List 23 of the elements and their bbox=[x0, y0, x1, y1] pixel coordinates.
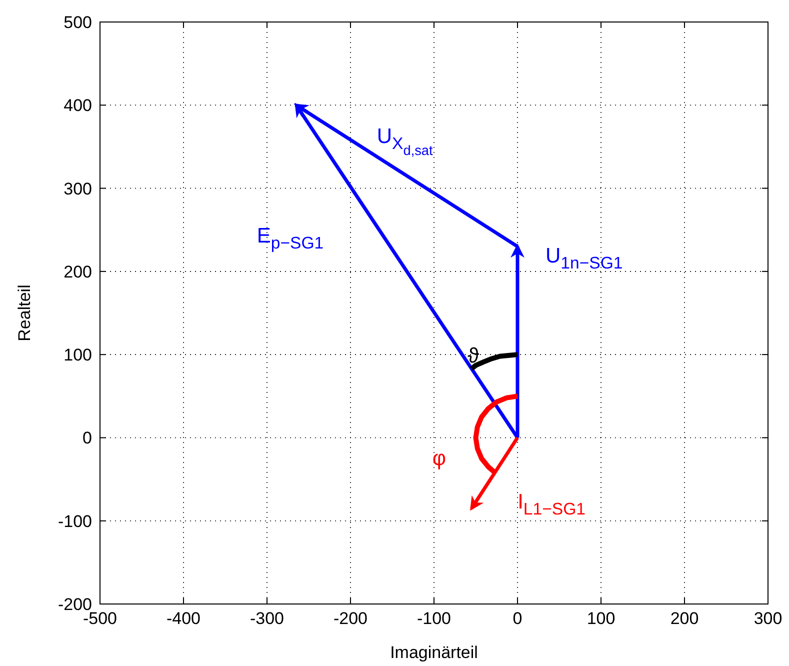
y-tick-label: 200 bbox=[64, 262, 92, 282]
x-tick-label: 300 bbox=[754, 609, 782, 628]
y-tick-label: 400 bbox=[64, 96, 92, 116]
x-tick-label: -400 bbox=[166, 609, 201, 628]
series-label: I$_{L1−SG1}$ bbox=[518, 490, 586, 518]
series-label: ϑ bbox=[468, 344, 480, 368]
x-tick-label: -500 bbox=[82, 609, 118, 628]
y-axis-title: Realteil bbox=[15, 284, 34, 342]
x-tick-label: -200 bbox=[333, 609, 368, 628]
y-tick-label: 100 bbox=[64, 346, 92, 365]
series-label: U$_{1n−SG1}$ bbox=[546, 244, 623, 272]
y-tick-label: 300 bbox=[64, 179, 92, 198]
y-tick-label: 500 bbox=[64, 13, 92, 32]
x-tick-label: -100 bbox=[416, 609, 452, 628]
y-tick-label: -100 bbox=[58, 512, 92, 531]
x-tick-label: -300 bbox=[250, 609, 284, 628]
series-label: φ bbox=[432, 446, 446, 470]
text: E$_{p−SG1}$ bbox=[256, 224, 324, 252]
x-tick-label: 0 bbox=[512, 609, 522, 628]
y-tick-label: 0 bbox=[82, 428, 92, 448]
x-axis-title: Imaginärteil bbox=[390, 643, 478, 662]
x-tick-label: 200 bbox=[670, 609, 699, 628]
x-tick-label: 100 bbox=[586, 609, 616, 628]
